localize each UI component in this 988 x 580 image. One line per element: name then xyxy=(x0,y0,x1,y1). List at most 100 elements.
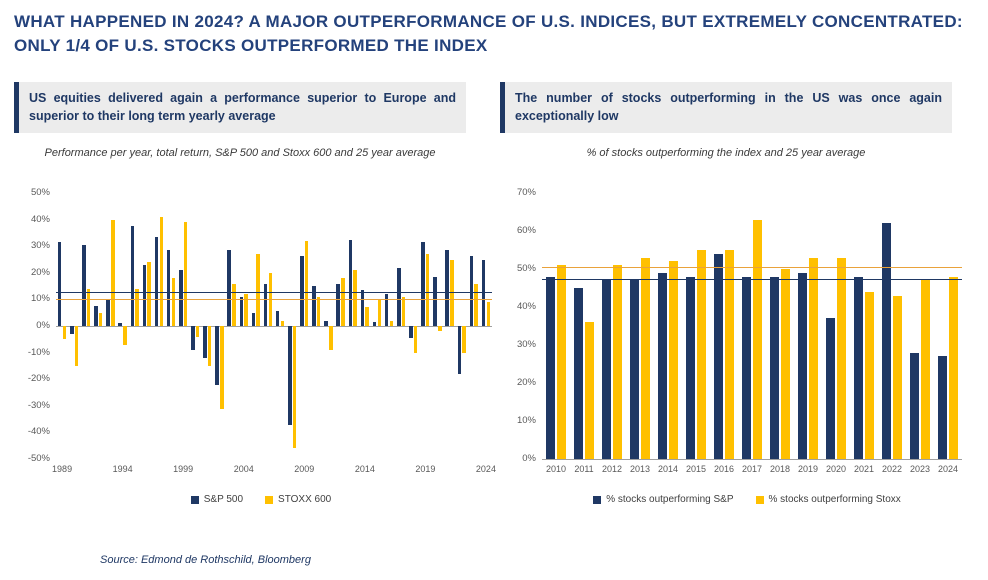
bar xyxy=(360,289,365,327)
legend-item: % stocks outperforming Stoxx xyxy=(755,494,901,505)
bar xyxy=(62,326,67,340)
bar xyxy=(602,280,611,460)
x-axis-tick: 2019 xyxy=(415,464,436,475)
x-axis-tick: 2011 xyxy=(574,464,594,475)
bar xyxy=(462,326,466,353)
bar xyxy=(469,256,474,327)
x-axis-tick: 1999 xyxy=(173,464,194,475)
stoxx600-25y-average-line xyxy=(56,299,492,301)
bar xyxy=(658,272,667,460)
x-axis-tick: 2024 xyxy=(475,464,496,475)
bar xyxy=(292,326,297,449)
bar xyxy=(239,297,244,327)
legend-swatch xyxy=(265,495,274,504)
y-axis-tick: 20% xyxy=(30,266,50,278)
right-headline-box: The number of stocks outperforming in th… xyxy=(500,81,952,134)
bar xyxy=(166,250,171,327)
panels-row: US equities delivered again a performanc… xyxy=(14,81,974,506)
bar xyxy=(397,268,401,327)
x-axis-tick: 2017 xyxy=(741,464,763,475)
bar xyxy=(882,223,891,460)
bar xyxy=(714,253,723,460)
bar xyxy=(384,294,389,327)
x-axis-tick: 2009 xyxy=(294,464,315,475)
bar xyxy=(203,326,207,358)
bar xyxy=(353,270,357,327)
bar xyxy=(142,264,147,327)
x-axis-tick: 1994 xyxy=(112,464,133,475)
bar xyxy=(244,294,248,327)
bar xyxy=(837,257,846,460)
bar xyxy=(401,296,406,327)
bar xyxy=(159,217,164,327)
bar xyxy=(70,326,74,335)
y-axis-tick: 30% xyxy=(516,339,536,351)
right-headline-text: The number of stocks outperforming in th… xyxy=(515,90,942,124)
bar xyxy=(421,242,425,327)
bar xyxy=(300,255,304,327)
bar xyxy=(445,249,449,327)
bar xyxy=(546,276,555,460)
bar xyxy=(826,318,835,460)
legend-item: S&P 500 xyxy=(190,494,243,505)
x-axis-line xyxy=(56,325,492,327)
legend-item: STOXX 600 xyxy=(265,494,331,505)
bar xyxy=(481,259,486,327)
bar xyxy=(57,241,62,327)
bar xyxy=(111,219,115,327)
bar xyxy=(372,322,377,327)
y-axis-tick: -20% xyxy=(27,373,50,385)
bar xyxy=(195,326,200,337)
bar xyxy=(725,250,734,460)
bar xyxy=(438,326,442,332)
bar xyxy=(123,326,127,345)
bar xyxy=(171,278,176,327)
bar xyxy=(413,326,418,353)
x-axis-tick: 2015 xyxy=(685,464,707,475)
bar xyxy=(220,326,224,409)
right-chart-plot: 0% 10% 20% 30% 40% 50% 60% 70% xyxy=(517,188,962,464)
y-axis-tick: 50% xyxy=(516,263,536,275)
y-axis-tick: 30% xyxy=(30,240,50,252)
y-axis-tick: -50% xyxy=(27,453,50,465)
bar xyxy=(457,326,462,375)
page-title: WHAT HAPPENED IN 2024? A MAJOR OUTPERFOR… xyxy=(14,12,963,55)
bar xyxy=(425,254,430,327)
bar xyxy=(191,326,195,351)
bar xyxy=(341,278,345,327)
legend-label: % stocks outperforming S&P xyxy=(606,494,734,506)
legend-swatch xyxy=(593,495,602,504)
y-axis-tick: 20% xyxy=(516,377,536,389)
x-axis-tick: 2020 xyxy=(825,464,847,475)
bar xyxy=(433,277,437,327)
x-axis-tick: 2013 xyxy=(629,464,651,475)
left-chart-subtitle: Performance per year, total return, S&P … xyxy=(44,147,436,160)
bar xyxy=(98,312,103,327)
bar xyxy=(641,257,650,460)
x-axis-tick: 2012 xyxy=(601,464,623,475)
y-axis-tick: -30% xyxy=(27,399,50,411)
x-axis-tick: 2023 xyxy=(909,464,931,475)
x-axis-tick: 2014 xyxy=(354,464,375,475)
bar xyxy=(280,320,285,327)
bar xyxy=(135,288,139,327)
bar xyxy=(227,249,231,327)
bar xyxy=(329,326,333,351)
y-axis-tick: 10% xyxy=(516,415,536,427)
bar xyxy=(312,285,316,327)
bar xyxy=(74,326,79,366)
bar xyxy=(781,269,790,460)
right-chart-xaxis: 2010 2011 2012 2013 2014 2015 2016 2017 2018 2019… xyxy=(542,464,958,478)
legend-swatch xyxy=(190,495,199,504)
legend-swatch xyxy=(755,495,764,504)
bar xyxy=(574,288,583,460)
right-panel: The number of stocks outperforming in th… xyxy=(500,81,962,506)
bar xyxy=(938,356,947,460)
bar xyxy=(365,307,369,327)
bar xyxy=(409,326,413,338)
right-chart-subtitle: % of stocks outperforming the index and … xyxy=(586,147,866,160)
bar xyxy=(207,326,212,366)
legend-item: % stocks outperforming S&P xyxy=(593,494,734,506)
bar xyxy=(304,240,309,327)
